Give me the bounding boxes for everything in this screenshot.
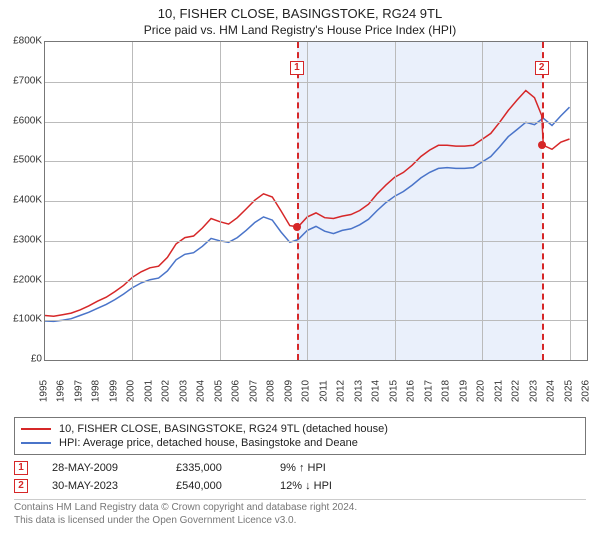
legend: 10, FISHER CLOSE, BASINGSTOKE, RG24 9TL … <box>14 417 586 455</box>
event-vs-hpi: 9% ↑ HPI <box>280 462 326 474</box>
footer-line: Contains HM Land Registry data © Crown c… <box>14 502 586 515</box>
y-tick-label: £200K <box>13 274 42 285</box>
legend-item: 10, FISHER CLOSE, BASINGSTOKE, RG24 9TL … <box>21 422 579 436</box>
separator <box>14 499 586 500</box>
legend-swatch <box>21 442 51 444</box>
y-tick-label: £0 <box>31 354 42 365</box>
gridline <box>45 241 587 242</box>
x-tick-label: 2013 <box>353 380 364 402</box>
x-tick-label: 2001 <box>143 380 154 402</box>
event-table: 1 28-MAY-2009 £335,000 9% ↑ HPI 2 30-MAY-2023… <box>14 459 586 495</box>
event-dot <box>293 223 301 231</box>
gridline <box>45 82 587 83</box>
x-tick-label: 2006 <box>231 380 242 402</box>
x-tick-label: 2009 <box>283 380 294 402</box>
x-tick-label: 2025 <box>563 380 574 402</box>
event-price: £335,000 <box>176 462 256 474</box>
y-tick-label: £500K <box>13 155 42 166</box>
y-tick-label: £400K <box>13 195 42 206</box>
gridline <box>45 281 587 282</box>
y-tick-label: £300K <box>13 234 42 245</box>
x-tick-label: 2016 <box>406 380 417 402</box>
y-tick-label: £700K <box>13 75 42 86</box>
event-dot <box>538 141 546 149</box>
legend-swatch <box>21 428 51 430</box>
gridline <box>570 42 571 360</box>
x-tick-label: 2003 <box>178 380 189 402</box>
gridline <box>307 42 308 360</box>
x-tick-label: 2011 <box>318 380 329 402</box>
event-marker: 1 <box>290 61 304 75</box>
event-marker: 2 <box>14 479 28 493</box>
x-tick-label: 2017 <box>423 380 434 402</box>
x-tick-label: 2024 <box>546 380 557 402</box>
event-row: 2 30-MAY-2023 £540,000 12% ↓ HPI <box>14 477 586 495</box>
gridline <box>45 201 587 202</box>
chart: £0£100K£200K£300K£400K£500K£600K£700K£80… <box>0 41 600 411</box>
x-tick-label: 2021 <box>493 380 504 402</box>
chart-title: 10, FISHER CLOSE, BASINGSTOKE, RG24 9TL <box>0 0 600 21</box>
event-date: 28-MAY-2009 <box>52 462 152 474</box>
x-tick-label: 2012 <box>336 380 347 402</box>
y-tick-label: £100K <box>13 314 42 325</box>
y-axis: £0£100K£200K£300K£400K£500K£600K£700K£80… <box>0 41 44 361</box>
gridline <box>45 161 587 162</box>
event-guideline <box>542 42 544 360</box>
x-tick-label: 2000 <box>126 380 137 402</box>
x-tick-label: 2007 <box>248 380 259 402</box>
gridline <box>395 42 396 360</box>
x-tick-label: 2018 <box>441 380 452 402</box>
x-tick-label: 2023 <box>528 380 539 402</box>
event-marker: 2 <box>535 61 549 75</box>
legend-label: 10, FISHER CLOSE, BASINGSTOKE, RG24 9TL … <box>59 423 388 435</box>
footer-line: This data is licensed under the Open Gov… <box>14 515 586 528</box>
x-tick-label: 1999 <box>108 380 119 402</box>
x-tick-label: 2022 <box>511 380 522 402</box>
event-guideline <box>297 42 299 360</box>
gridline <box>220 42 221 360</box>
chart-subtitle: Price paid vs. HM Land Registry's House … <box>0 21 600 41</box>
footer: Contains HM Land Registry data © Crown c… <box>14 502 586 527</box>
event-vs-hpi: 12% ↓ HPI <box>280 480 332 492</box>
gridline <box>45 320 587 321</box>
x-tick-label: 2019 <box>458 380 469 402</box>
event-date: 30-MAY-2023 <box>52 480 152 492</box>
x-tick-label: 2020 <box>476 380 487 402</box>
gridline <box>132 42 133 360</box>
x-tick-label: 2015 <box>388 380 399 402</box>
x-tick-label: 1997 <box>73 380 84 402</box>
x-tick-label: 2004 <box>196 380 207 402</box>
x-tick-label: 2002 <box>161 380 172 402</box>
plot-area: 12 <box>44 41 588 361</box>
x-tick-label: 2005 <box>213 380 224 402</box>
event-row: 1 28-MAY-2009 £335,000 9% ↑ HPI <box>14 459 586 477</box>
event-marker: 1 <box>14 461 28 475</box>
y-tick-label: £800K <box>13 36 42 47</box>
x-tick-label: 1998 <box>91 380 102 402</box>
y-tick-label: £600K <box>13 115 42 126</box>
gridline <box>45 122 587 123</box>
x-tick-label: 1995 <box>39 380 50 402</box>
legend-label: HPI: Average price, detached house, Basi… <box>59 437 358 449</box>
x-tick-label: 2014 <box>371 380 382 402</box>
x-tick-label: 2008 <box>266 380 277 402</box>
x-tick-label: 1996 <box>56 380 67 402</box>
legend-item: HPI: Average price, detached house, Basi… <box>21 436 579 450</box>
gridline <box>482 42 483 360</box>
x-tick-label: 2010 <box>301 380 312 402</box>
x-tick-label: 2026 <box>581 380 592 402</box>
x-axis: 1995199619971998199920002001200220032004… <box>44 363 588 411</box>
event-price: £540,000 <box>176 480 256 492</box>
